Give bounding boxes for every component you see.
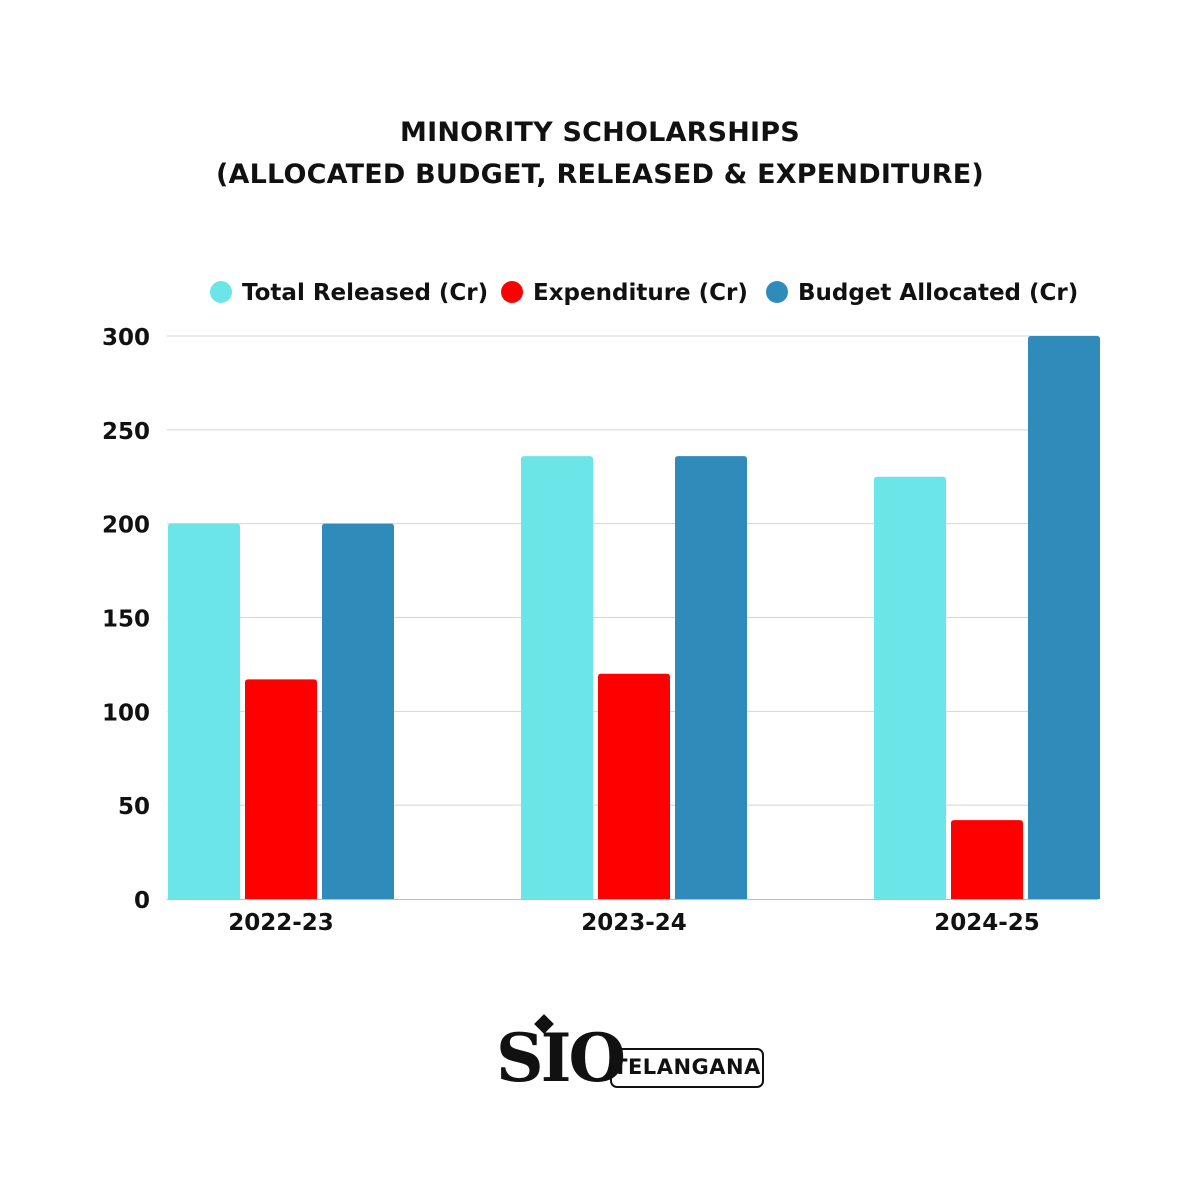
bars bbox=[168, 336, 1100, 899]
bar-2022-23-2 bbox=[245, 679, 317, 899]
legend-label-1: Total Released (Cr) bbox=[242, 280, 488, 306]
bar-2024-25-2 bbox=[951, 820, 1023, 899]
bar-2024-25-3 bbox=[1028, 336, 1100, 899]
x-tick-label: 2023-24 bbox=[581, 910, 687, 936]
legend-label-3: Budget Allocated (Cr) bbox=[798, 280, 1078, 306]
y-tick-label: 50 bbox=[118, 794, 150, 820]
y-tick-label: 150 bbox=[102, 607, 150, 633]
y-tick-label: 200 bbox=[102, 513, 150, 539]
bar-chart: Total Released (Cr) Expenditure (Cr) Budge… bbox=[102, 280, 1100, 936]
legend: Total Released (Cr) Expenditure (Cr) Budge… bbox=[210, 280, 1078, 306]
y-tick-label: 100 bbox=[102, 700, 150, 726]
legend-marker-1 bbox=[210, 281, 232, 303]
sio-telangana-logo: SIO TELANGANA bbox=[496, 1014, 776, 1098]
chart-title: MINORITY SCHOLARSHIPS (ALLOCATED BUDGET,… bbox=[0, 112, 1200, 196]
y-tick-label: 250 bbox=[102, 419, 150, 445]
logo-brand: SIO bbox=[496, 1019, 626, 1097]
x-tick-label: 2022-23 bbox=[228, 910, 334, 936]
legend-label-2: Expenditure (Cr) bbox=[533, 280, 748, 306]
y-axis: 0 50 100 150 200 250 300 bbox=[102, 325, 150, 914]
bar-2022-23-3 bbox=[322, 523, 394, 899]
y-tick-label: 300 bbox=[102, 325, 150, 351]
legend-marker-2 bbox=[501, 281, 523, 303]
chart-title-line-2: (ALLOCATED BUDGET, RELEASED & EXPENDITUR… bbox=[216, 159, 984, 190]
chart-title-line-1: MINORITY SCHOLARSHIPS bbox=[400, 117, 800, 148]
x-axis: 2022-23 2023-24 2024-25 bbox=[167, 899, 1098, 936]
bar-2024-25-1 bbox=[874, 476, 946, 899]
y-tick-label: 0 bbox=[134, 888, 150, 914]
bar-2023-24-1 bbox=[521, 456, 593, 899]
bar-2023-24-3 bbox=[675, 456, 747, 899]
x-tick-label: 2024-25 bbox=[934, 910, 1040, 936]
logo-region: TELANGANA bbox=[610, 1048, 764, 1088]
legend-marker-3 bbox=[766, 281, 788, 303]
bar-2023-24-2 bbox=[598, 673, 670, 899]
bar-2022-23-1 bbox=[168, 523, 240, 899]
